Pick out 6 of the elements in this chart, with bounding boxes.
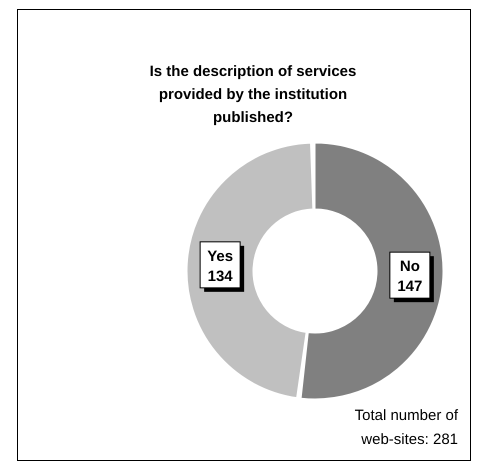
text: Total number of web-sites: 281 [354, 406, 458, 450]
slice-label: No [400, 258, 420, 276]
data-label: 147 [397, 278, 422, 296]
chart-title: Is the description of services provided by the institution published? [148, 62, 358, 128]
slice-label: Yes [207, 248, 234, 265]
data-label: 134 [208, 268, 234, 285]
